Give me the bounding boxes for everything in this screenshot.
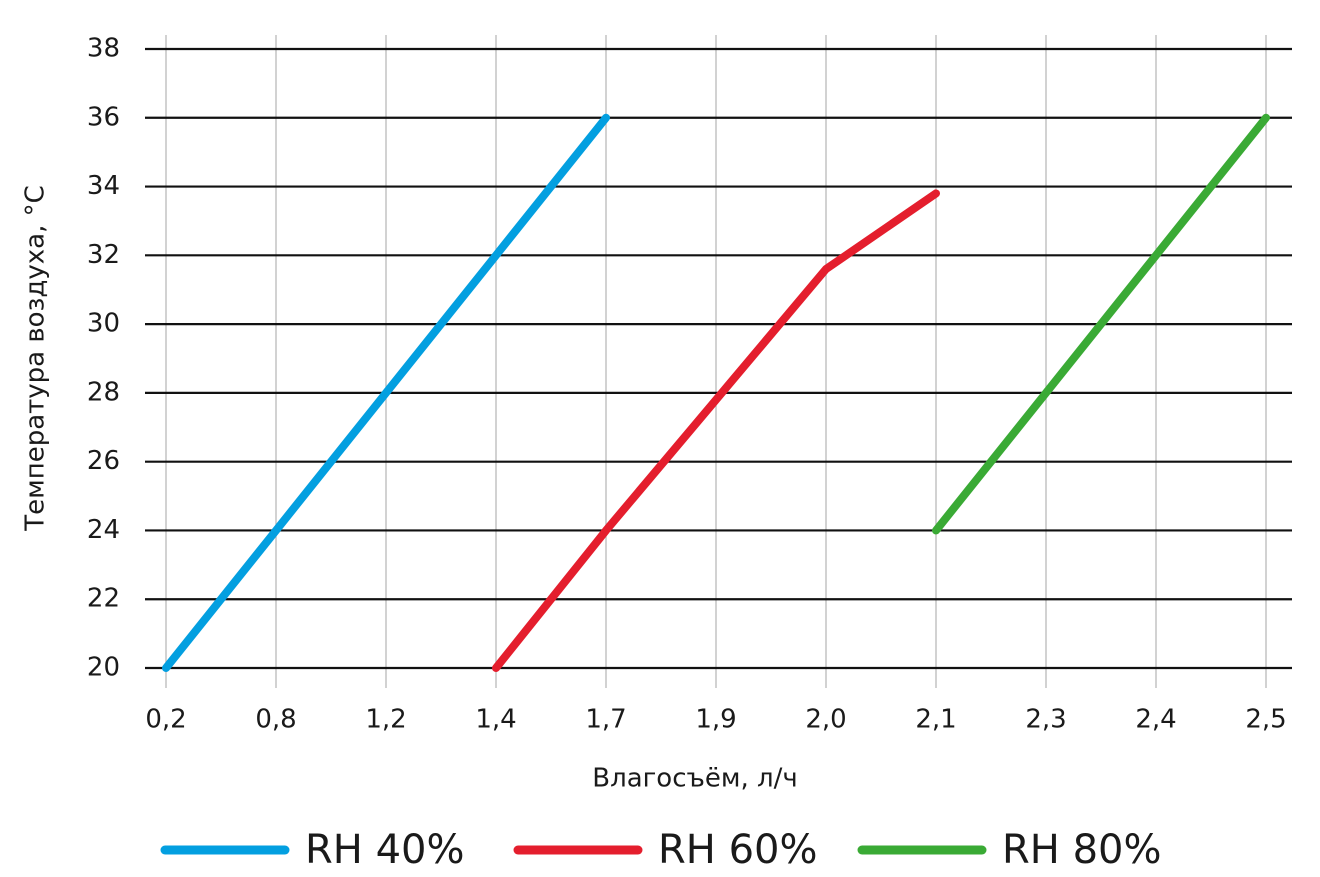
y-tick-label: 26: [87, 446, 120, 476]
x-tick-label: 1,2: [365, 705, 406, 735]
y-tick-label: 30: [87, 309, 120, 339]
y-tick-label: 36: [87, 102, 120, 132]
y-tick-label: 34: [87, 171, 120, 201]
x-tick-label: 2,5: [1245, 705, 1286, 735]
x-tick-label: 1,7: [585, 705, 626, 735]
y-tick-label: 38: [87, 34, 120, 64]
x-tick-label: 0,2: [145, 705, 186, 735]
y-tick-label: 32: [87, 240, 120, 270]
y-tick-label: 28: [87, 377, 120, 407]
y-tick-label: 24: [87, 515, 120, 545]
series-line: [162, 113, 610, 672]
legend-label: RH 40%: [305, 827, 465, 873]
x-tick-label: 2,4: [1135, 705, 1176, 735]
x-tick-label: 1,9: [695, 705, 736, 735]
series-line: [492, 189, 940, 672]
x-tick-label: 0,8: [255, 705, 296, 735]
y-tick-label: 22: [87, 584, 120, 614]
x-tick-label: 2,0: [805, 705, 846, 735]
x-tick-label: 2,3: [1025, 705, 1066, 735]
legend-label: RH 60%: [658, 827, 818, 873]
x-axis-label: Влагосъём, л/ч: [592, 764, 798, 794]
series-line: [932, 113, 1270, 535]
x-tick-label: 2,1: [915, 705, 956, 735]
x-tick-label: 1,4: [475, 705, 516, 735]
y-tick-label: 20: [87, 653, 120, 683]
y-axis-label: Температура воздуха, °C: [21, 185, 51, 532]
legend-label: RH 80%: [1002, 827, 1162, 873]
